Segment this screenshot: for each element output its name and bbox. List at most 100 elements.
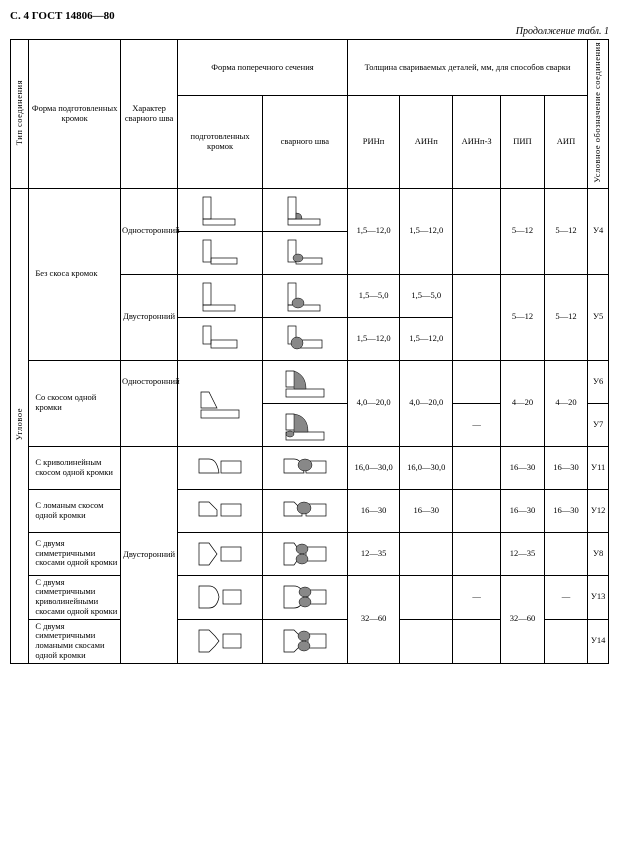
table-row: С двумя симметричными криволинейными ско… <box>11 575 609 619</box>
col-m1: РИНп <box>347 95 400 188</box>
edge-diagram-icon <box>195 386 245 420</box>
table-row: С криволинейным скосом одной кромки Двус… <box>11 446 609 489</box>
diagram-cell <box>178 532 263 575</box>
code-cell: У5 <box>588 274 609 360</box>
val-cell: 16—30 <box>347 489 400 532</box>
code-cell: У12 <box>588 489 609 532</box>
page-header: С. 4 ГОСТ 14806—80 <box>10 10 609 22</box>
weld-diagram-icon <box>280 322 330 356</box>
edge-cell: С криволинейным скосом одной кромки <box>29 446 121 489</box>
diagram-cell <box>178 274 263 317</box>
val-cell: 4,0—20,0 <box>400 360 453 446</box>
edge-cell: Без скоса кромок <box>29 188 121 360</box>
val-cell: 1,5—5,0 <box>400 274 453 317</box>
val-cell: — <box>453 403 501 446</box>
col-m4: ПИП <box>501 95 545 188</box>
val-cell: 1,5—12,0 <box>400 188 453 274</box>
diagram-cell <box>262 403 347 446</box>
val-cell: 16—30 <box>501 489 545 532</box>
weld-diagram-icon <box>280 193 330 227</box>
edge-cell: С двумя симметричными ломаными скосами о… <box>29 619 121 663</box>
edge-diagram-icon <box>195 537 245 571</box>
edge-diagram-icon <box>195 236 245 270</box>
table-row: Со скосом одной кромки Односторонний 4,0… <box>11 360 609 403</box>
edge-diagram-icon <box>195 451 245 485</box>
welding-table: Тип соединения Форма подготовленных кром… <box>10 39 609 664</box>
diagram-cell <box>262 619 347 663</box>
diagram-cell <box>178 446 263 489</box>
col-m5: АИП <box>544 95 588 188</box>
col-prepared: подготовленных кромок <box>178 95 263 188</box>
val-cell: 12—35 <box>347 532 400 575</box>
col-m2: АИНп <box>400 95 453 188</box>
edge-diagram-icon <box>195 494 245 528</box>
table-continuation: Продолжение табл. 1 <box>10 26 609 37</box>
edge-diagram-icon <box>195 322 245 356</box>
col-thick: Толщина свариваемых деталей, мм, для спо… <box>347 40 588 96</box>
diagram-cell <box>178 188 263 231</box>
char-cell: Двусторонний <box>120 274 177 360</box>
diagram-cell <box>262 317 347 360</box>
edge-diagram-icon <box>195 624 245 658</box>
weld-diagram-icon <box>280 580 330 614</box>
val-cell: 1,5—5,0 <box>347 274 400 317</box>
val-cell: 4—20 <box>544 360 588 446</box>
diagram-cell <box>178 619 263 663</box>
diagram-cell <box>262 446 347 489</box>
edge-cell: Со скосом одной кромки <box>29 360 121 446</box>
table-row: С двумя симметричными скосами одной кром… <box>11 532 609 575</box>
val-cell <box>400 575 453 619</box>
weld-diagram-icon <box>280 494 330 528</box>
val-cell: — <box>544 575 588 619</box>
edge-diagram-icon <box>195 193 245 227</box>
val-cell <box>453 489 501 532</box>
edge-diagram-icon <box>195 580 245 614</box>
val-cell: 1,5—12,0 <box>347 317 400 360</box>
weld-diagram-icon <box>280 365 330 399</box>
col-edge: Форма подготовленных кромок <box>29 40 121 189</box>
val-cell <box>453 446 501 489</box>
val-cell: 16—30 <box>400 489 453 532</box>
code-cell: У8 <box>588 532 609 575</box>
weld-diagram-icon <box>280 537 330 571</box>
diagram-cell <box>262 231 347 274</box>
val-cell <box>544 532 588 575</box>
char-cell: Односторонний <box>120 360 177 403</box>
edge-cell: С двумя симметричными криволинейными ско… <box>29 575 121 619</box>
val-cell: 16,0—30,0 <box>347 446 400 489</box>
diagram-cell <box>178 360 263 446</box>
weld-diagram-icon <box>280 236 330 270</box>
code-cell: У11 <box>588 446 609 489</box>
code-cell: У4 <box>588 188 609 274</box>
val-cell: 16,0—30,0 <box>400 446 453 489</box>
val-cell: 32—60 <box>501 575 545 663</box>
edge-cell: С двумя симметричными скосами одной кром… <box>29 532 121 575</box>
col-m3: АИНп-З <box>453 95 501 188</box>
diagram-cell <box>262 489 347 532</box>
weld-diagram-icon <box>280 451 330 485</box>
val-cell <box>544 619 588 663</box>
val-cell: 16—30 <box>544 489 588 532</box>
code-cell: У13 <box>588 575 609 619</box>
val-cell <box>400 619 453 663</box>
char-cell: Односторонний <box>120 188 177 274</box>
val-cell: 1,5—12,0 <box>400 317 453 360</box>
diagram-cell <box>262 575 347 619</box>
edge-cell: С ломаным скосом одной кромки <box>29 489 121 532</box>
col-welded: сварного шва <box>262 95 347 188</box>
table-row: С ломаным скосом одной кромки 16—30 16—3… <box>11 489 609 532</box>
val-cell: — <box>453 575 501 619</box>
val-cell <box>453 188 501 274</box>
weld-diagram-icon <box>280 279 330 313</box>
diagram-cell <box>178 317 263 360</box>
edge-diagram-icon <box>195 279 245 313</box>
val-cell: 5—12 <box>501 188 545 274</box>
col-type: Тип соединения <box>15 80 25 145</box>
val-cell: 32—60 <box>347 575 400 663</box>
type-label: Угловое <box>15 408 25 440</box>
weld-diagram-icon <box>280 624 330 658</box>
diagram-cell <box>178 575 263 619</box>
val-cell: 4—20 <box>501 360 545 446</box>
val-cell <box>453 619 501 663</box>
val-cell <box>453 532 501 575</box>
